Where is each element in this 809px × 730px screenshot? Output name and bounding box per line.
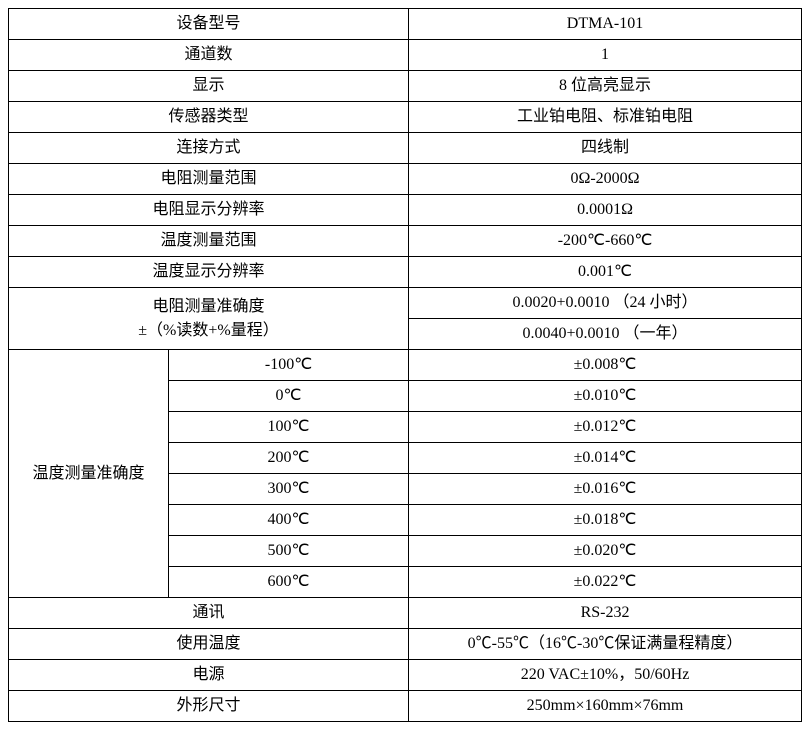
value-res-resolution: 0.0001Ω bbox=[409, 195, 802, 226]
value-temp-range: -200℃-660℃ bbox=[409, 226, 802, 257]
table-row: 连接方式 四线制 bbox=[9, 133, 802, 164]
value-sensor-type: 工业铂电阻、标准铂电阻 bbox=[409, 102, 802, 133]
temp-accuracy: ±0.012℃ bbox=[409, 412, 802, 443]
spec-table: 设备型号 DTMA-101 通道数 1 显示 8 位高亮显示 传感器类型 工业铂… bbox=[8, 8, 802, 722]
temp-accuracy: ±0.016℃ bbox=[409, 474, 802, 505]
table-row: 外形尺寸 250mm×160mm×76mm bbox=[9, 691, 802, 722]
table-row: 温度显示分辨率 0.001℃ bbox=[9, 257, 802, 288]
temp-accuracy: ±0.020℃ bbox=[409, 536, 802, 567]
label-power: 电源 bbox=[9, 660, 409, 691]
table-row: 使用温度 0℃-55℃（16℃-30℃保证满量程精度） bbox=[9, 629, 802, 660]
label-res-range: 电阻测量范围 bbox=[9, 164, 409, 195]
temp-accuracy: ±0.014℃ bbox=[409, 443, 802, 474]
temp-accuracy: ±0.008℃ bbox=[409, 350, 802, 381]
table-row: 温度测量范围 -200℃-660℃ bbox=[9, 226, 802, 257]
table-row: 温度测量准确度 -100℃ ±0.008℃ bbox=[9, 350, 802, 381]
temp-point: 0℃ bbox=[169, 381, 409, 412]
value-temp-resolution: 0.001℃ bbox=[409, 257, 802, 288]
table-row: 电阻测量范围 0Ω-2000Ω bbox=[9, 164, 802, 195]
label-res-resolution: 电阻显示分辨率 bbox=[9, 195, 409, 226]
temp-point: 100℃ bbox=[169, 412, 409, 443]
label-res-accuracy: 电阻测量准确度 ±（%读数+%量程） bbox=[9, 288, 409, 350]
table-row: 电阻显示分辨率 0.0001Ω bbox=[9, 195, 802, 226]
temp-accuracy: ±0.010℃ bbox=[409, 381, 802, 412]
temp-point: 300℃ bbox=[169, 474, 409, 505]
label-res-accuracy-line2: ±（%读数+%量程） bbox=[138, 322, 278, 339]
temp-accuracy: ±0.022℃ bbox=[409, 567, 802, 598]
value-res-range: 0Ω-2000Ω bbox=[409, 164, 802, 195]
label-display: 显示 bbox=[9, 71, 409, 102]
temp-point: 600℃ bbox=[169, 567, 409, 598]
value-power: 220 VAC±10%，50/60Hz bbox=[409, 660, 802, 691]
label-temp-range: 温度测量范围 bbox=[9, 226, 409, 257]
label-temp-resolution: 温度显示分辨率 bbox=[9, 257, 409, 288]
table-row: 显示 8 位高亮显示 bbox=[9, 71, 802, 102]
value-res-accuracy-2: 0.0040+0.0010 （一年） bbox=[409, 319, 802, 350]
value-op-temp: 0℃-55℃（16℃-30℃保证满量程精度） bbox=[409, 629, 802, 660]
label-res-accuracy-line1: 电阻测量准确度 bbox=[153, 298, 265, 315]
label-connection: 连接方式 bbox=[9, 133, 409, 164]
label-model: 设备型号 bbox=[9, 9, 409, 40]
value-display: 8 位高亮显示 bbox=[409, 71, 802, 102]
temp-point: 400℃ bbox=[169, 505, 409, 536]
table-row: 通讯 RS-232 bbox=[9, 598, 802, 629]
temp-point: -100℃ bbox=[169, 350, 409, 381]
label-op-temp: 使用温度 bbox=[9, 629, 409, 660]
table-row: 电阻测量准确度 ±（%读数+%量程） 0.0020+0.0010 （24 小时） bbox=[9, 288, 802, 319]
value-dimensions: 250mm×160mm×76mm bbox=[409, 691, 802, 722]
value-model: DTMA-101 bbox=[409, 9, 802, 40]
label-sensor-type: 传感器类型 bbox=[9, 102, 409, 133]
table-row: 电源 220 VAC±10%，50/60Hz bbox=[9, 660, 802, 691]
value-connection: 四线制 bbox=[409, 133, 802, 164]
temp-point: 500℃ bbox=[169, 536, 409, 567]
label-dimensions: 外形尺寸 bbox=[9, 691, 409, 722]
label-temp-accuracy: 温度测量准确度 bbox=[9, 350, 169, 598]
value-res-accuracy-1: 0.0020+0.0010 （24 小时） bbox=[409, 288, 802, 319]
label-channels: 通道数 bbox=[9, 40, 409, 71]
temp-point: 200℃ bbox=[169, 443, 409, 474]
label-comm: 通讯 bbox=[9, 598, 409, 629]
temp-accuracy: ±0.018℃ bbox=[409, 505, 802, 536]
value-channels: 1 bbox=[409, 40, 802, 71]
table-row: 通道数 1 bbox=[9, 40, 802, 71]
table-row: 传感器类型 工业铂电阻、标准铂电阻 bbox=[9, 102, 802, 133]
value-comm: RS-232 bbox=[409, 598, 802, 629]
table-row: 设备型号 DTMA-101 bbox=[9, 9, 802, 40]
